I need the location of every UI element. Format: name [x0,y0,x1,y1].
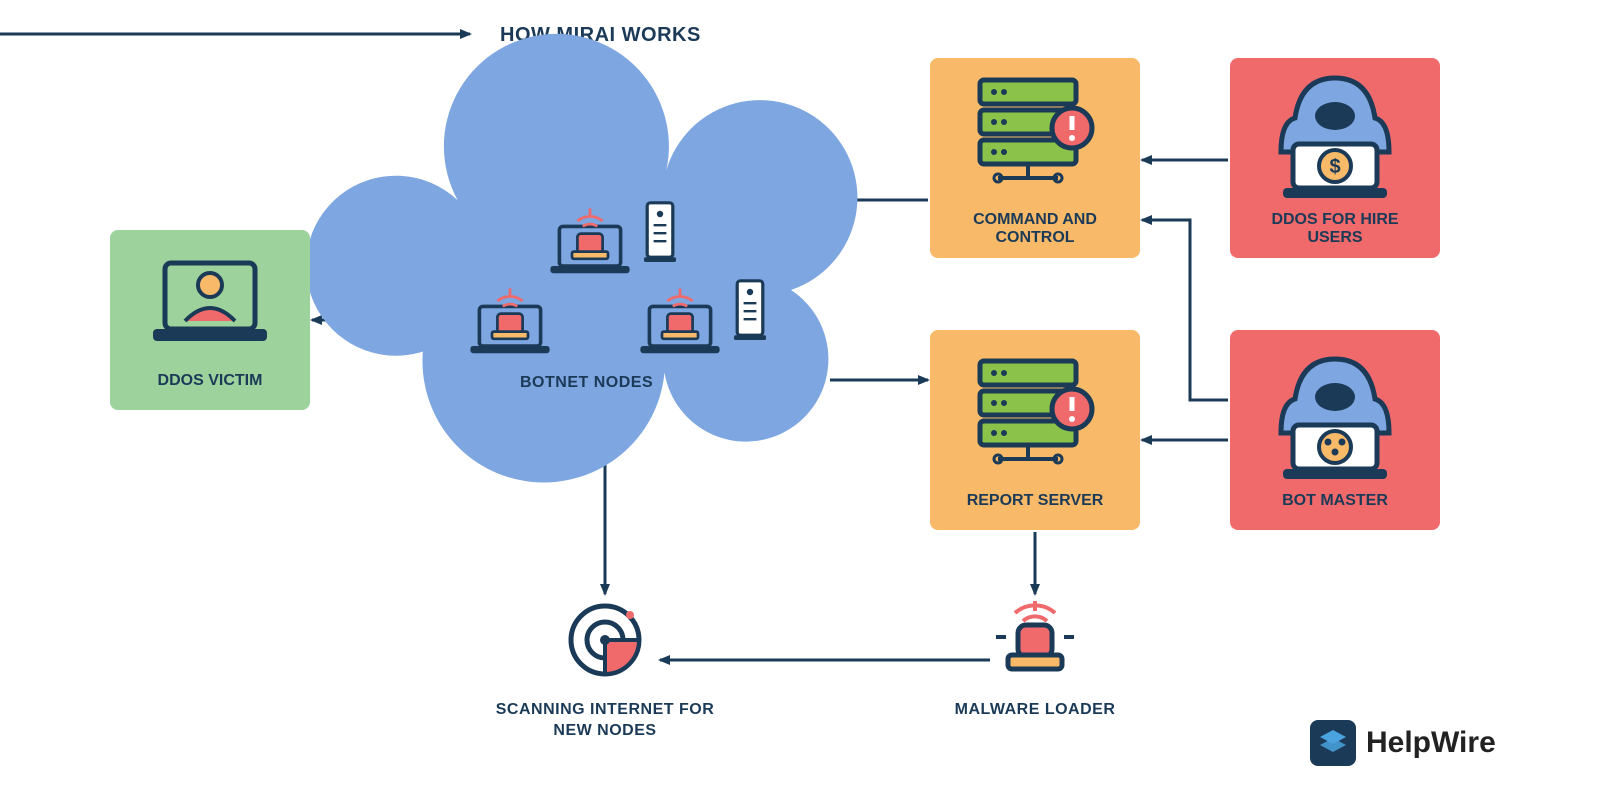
node-cnc: COMMAND AND CONTROL [930,58,1140,258]
free-loader-label: MALWARE LOADER [915,700,1155,721]
botnet-cloud-label: BOTNET NODES [520,373,653,394]
node-report-label: REPORT SERVER [959,492,1112,510]
svg-text:$: $ [1329,156,1340,178]
helpwire-logo-mark [1310,720,1356,766]
node-hire-label: DDOS FOR HIRE USERS [1236,211,1434,247]
helpwire-logo-text: HelpWire [1366,726,1496,760]
radar-icon [560,595,650,690]
node-report: REPORT SERVER [930,330,1140,530]
server-alert-icon [960,351,1110,486]
node-master-label: BOT MASTER [1274,492,1396,510]
hacker-group-icon [1265,351,1405,486]
hacker-dollar-icon: $ [1265,70,1405,205]
free-scanner [560,595,650,690]
node-victim: DDOS VICTIM [110,230,310,410]
laptop-user-icon [145,251,275,366]
siren-icon [990,595,1080,690]
node-victim-label: DDOS VICTIM [150,372,271,390]
node-master: BOT MASTER [1230,330,1440,530]
node-hire: $ DDOS FOR HIRE USERS [1230,58,1440,258]
server-alert-icon [960,70,1110,205]
free-loader [990,595,1080,690]
node-cnc-label: COMMAND AND CONTROL [936,211,1134,247]
helpwire-logo: HelpWire [1310,720,1496,766]
free-scanner-label: SCANNING INTERNET FOR NEW NODES [485,700,725,742]
